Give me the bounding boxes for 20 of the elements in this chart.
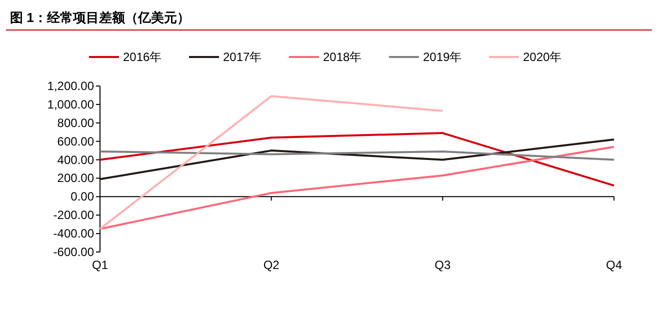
y-tick-label: 600.00 bbox=[57, 134, 94, 148]
y-tick-label: 800.00 bbox=[57, 116, 94, 130]
y-tick-label: -400.00 bbox=[53, 226, 94, 241]
legend-label: 2017年 bbox=[223, 50, 262, 64]
y-tick-label: -200.00 bbox=[53, 208, 94, 222]
legend-label: 2016年 bbox=[123, 50, 162, 64]
y-tick-label: -600.00 bbox=[53, 245, 94, 259]
y-tick-label: 1,200.00 bbox=[47, 79, 94, 93]
title: 图 1：经常项目差额（亿美元） bbox=[10, 10, 190, 25]
y-tick-label: 0.00 bbox=[70, 190, 94, 204]
x-tick-label: Q4 bbox=[606, 258, 622, 272]
x-tick-label: Q2 bbox=[263, 258, 280, 272]
y-tick-label: 400.00 bbox=[57, 152, 94, 167]
x-tick-label: Q3 bbox=[434, 258, 451, 272]
legend-label: 2018年 bbox=[323, 50, 362, 64]
y-tick-label: 200.00 bbox=[57, 171, 94, 186]
x-tick-label: Q1 bbox=[92, 258, 108, 272]
y-tick-label: 1,000.00 bbox=[47, 97, 94, 112]
legend-label: 2020年 bbox=[523, 50, 562, 64]
legend-label: 2019年 bbox=[423, 50, 462, 64]
